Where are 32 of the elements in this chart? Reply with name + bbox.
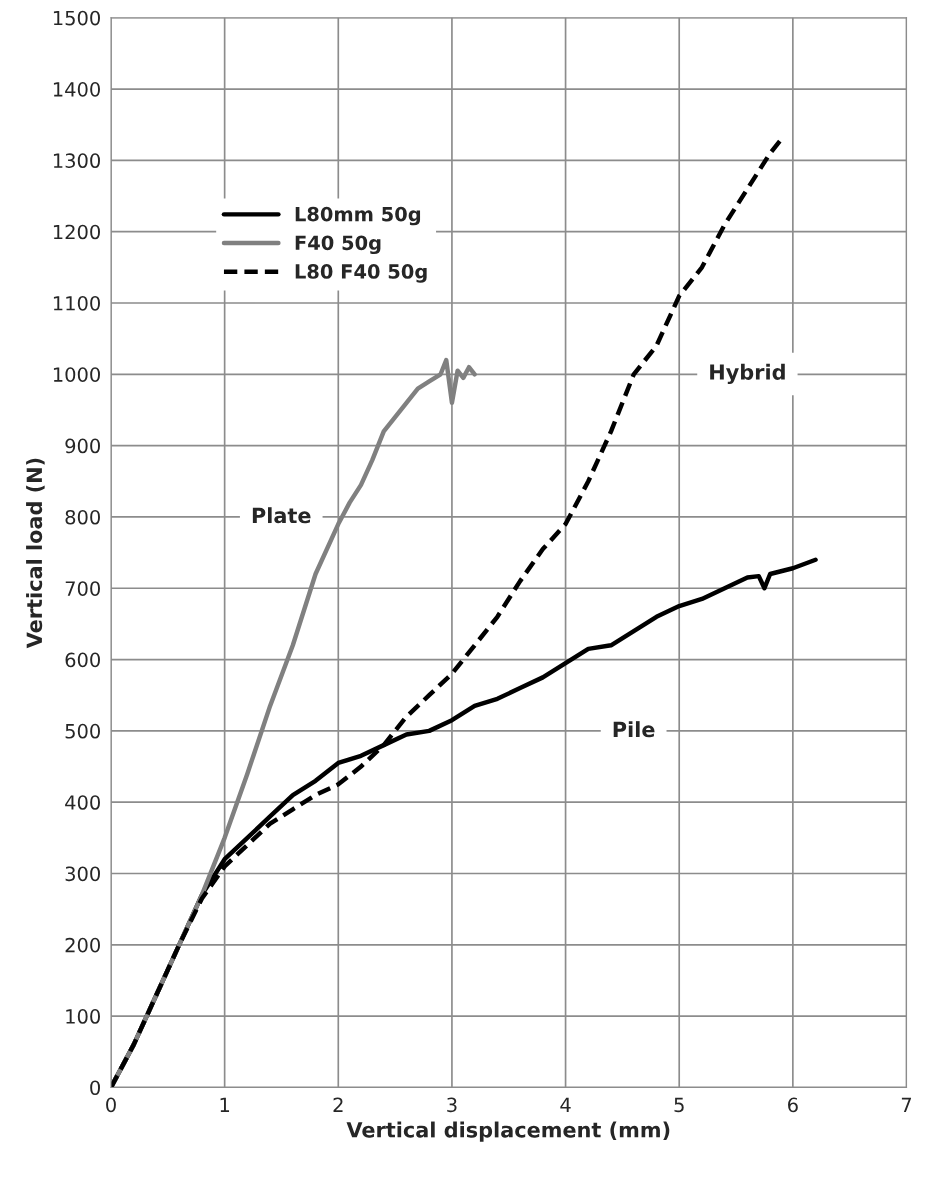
y-tick-label: 1500 (53, 10, 100, 26)
x-tick-label: 4 (560, 1097, 571, 1112)
x-axis-title: Vertical displacement (mm) (346, 1121, 670, 1142)
y-tick-label: 1000 (53, 367, 100, 382)
y-tick-label: 1100 (53, 295, 100, 311)
y-tick-label: 800 (65, 509, 100, 525)
y-tick-label: 700 (65, 581, 100, 596)
x-tick-label: 3 (447, 1097, 457, 1113)
legend-label: F40 50g (295, 235, 381, 255)
legend-label: L80 F40 50g (295, 264, 427, 283)
y-tick-label: 1300 (53, 153, 100, 169)
annotation: Hybrid (710, 363, 785, 385)
x-tick-label: 0 (106, 1097, 116, 1113)
y-tick-label: 600 (65, 652, 100, 668)
legend-label: L80mm 50g (295, 206, 421, 226)
y-tick-label: 1200 (53, 224, 100, 240)
annotation: Pile (613, 721, 655, 738)
y-axis-title: Vertical load (N) (26, 458, 45, 649)
y-tick-label: 1400 (53, 82, 100, 97)
y-tick-label: 300 (65, 866, 100, 882)
x-tick-label: 6 (788, 1097, 798, 1113)
x-tick-label: 2 (333, 1097, 343, 1112)
x-tick-label: 1 (220, 1097, 230, 1112)
y-tick-label: 0 (90, 1080, 100, 1096)
x-tick-label: 7 (901, 1097, 912, 1112)
x-tick-label: 5 (674, 1097, 684, 1113)
annotation: Plate (252, 507, 311, 524)
y-tick-label: 200 (65, 937, 100, 953)
y-tick-label: 500 (65, 723, 100, 739)
y-tick-label: 100 (66, 1009, 100, 1024)
y-tick-label: 900 (65, 438, 100, 454)
y-tick-label: 400 (65, 795, 100, 810)
